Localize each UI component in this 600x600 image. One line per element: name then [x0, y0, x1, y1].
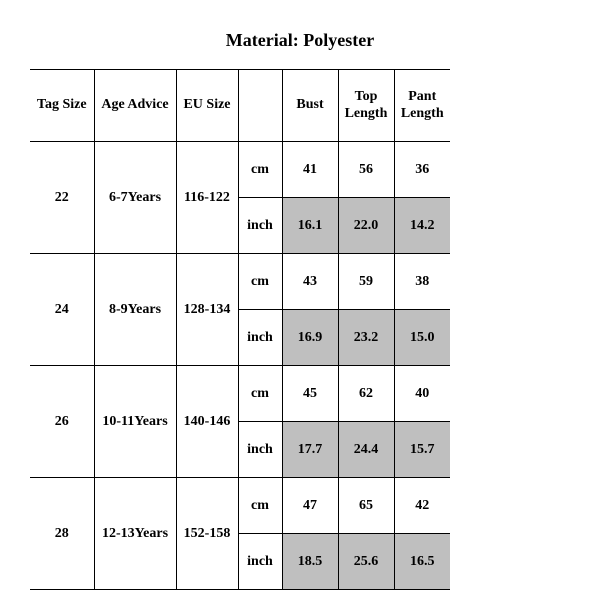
cell-bust: 41: [282, 142, 338, 198]
cell-bust: 47: [282, 478, 338, 534]
cell-unit: inch: [238, 534, 282, 590]
cell-pant: 42: [394, 478, 450, 534]
cell-unit: cm: [238, 254, 282, 310]
cell-top: 62: [338, 366, 394, 422]
col-bust: Bust: [282, 70, 338, 142]
cell-pant: 15.7: [394, 422, 450, 478]
cell-unit: inch: [238, 198, 282, 254]
col-age-advice: Age Advice: [94, 70, 176, 142]
table-row: 26 10-11Years 140-146 cm 45 62 40: [30, 366, 450, 422]
table-row: 22 6-7Years 116-122 cm 41 56 36: [30, 142, 450, 198]
cell-unit: inch: [238, 310, 282, 366]
cell-eu: 140-146: [176, 366, 238, 478]
cell-top: 59: [338, 254, 394, 310]
cell-bust: 16.9: [282, 310, 338, 366]
cell-eu: 128-134: [176, 254, 238, 366]
cell-top: 56: [338, 142, 394, 198]
cell-bust: 16.1: [282, 198, 338, 254]
cell-top: 65: [338, 478, 394, 534]
material-title: Material: Polyester: [0, 0, 600, 69]
cell-age: 12-13Years: [94, 478, 176, 590]
cell-age: 10-11Years: [94, 366, 176, 478]
cell-tag: 24: [30, 254, 94, 366]
cell-pant: 40: [394, 366, 450, 422]
cell-pant: 16.5: [394, 534, 450, 590]
cell-age: 6-7Years: [94, 142, 176, 254]
cell-unit: cm: [238, 366, 282, 422]
size-chart-body: 22 6-7Years 116-122 cm 41 56 36 inch 16.…: [30, 142, 450, 590]
cell-pant: 15.0: [394, 310, 450, 366]
cell-eu: 116-122: [176, 142, 238, 254]
col-tag-size: Tag Size: [30, 70, 94, 142]
cell-top: 23.2: [338, 310, 394, 366]
cell-bust: 45: [282, 366, 338, 422]
cell-bust: 17.7: [282, 422, 338, 478]
cell-top: 24.4: [338, 422, 394, 478]
col-pant-length: Pant Length: [394, 70, 450, 142]
cell-tag: 22: [30, 142, 94, 254]
cell-bust: 18.5: [282, 534, 338, 590]
page: Material: Polyester Tag Size Age Advice …: [0, 0, 600, 600]
cell-pant: 38: [394, 254, 450, 310]
col-eu-size: EU Size: [176, 70, 238, 142]
col-top-length: Top Length: [338, 70, 394, 142]
cell-top: 25.6: [338, 534, 394, 590]
cell-unit: cm: [238, 478, 282, 534]
col-unit: [238, 70, 282, 142]
cell-pant: 14.2: [394, 198, 450, 254]
cell-tag: 28: [30, 478, 94, 590]
table-row: 28 12-13Years 152-158 cm 47 65 42: [30, 478, 450, 534]
cell-tag: 26: [30, 366, 94, 478]
cell-unit: inch: [238, 422, 282, 478]
cell-eu: 152-158: [176, 478, 238, 590]
cell-unit: cm: [238, 142, 282, 198]
cell-pant: 36: [394, 142, 450, 198]
table-row: 24 8-9Years 128-134 cm 43 59 38: [30, 254, 450, 310]
header-row: Tag Size Age Advice EU Size Bust Top Len…: [30, 70, 450, 142]
size-chart-table: Tag Size Age Advice EU Size Bust Top Len…: [30, 69, 450, 590]
cell-bust: 43: [282, 254, 338, 310]
cell-age: 8-9Years: [94, 254, 176, 366]
cell-top: 22.0: [338, 198, 394, 254]
